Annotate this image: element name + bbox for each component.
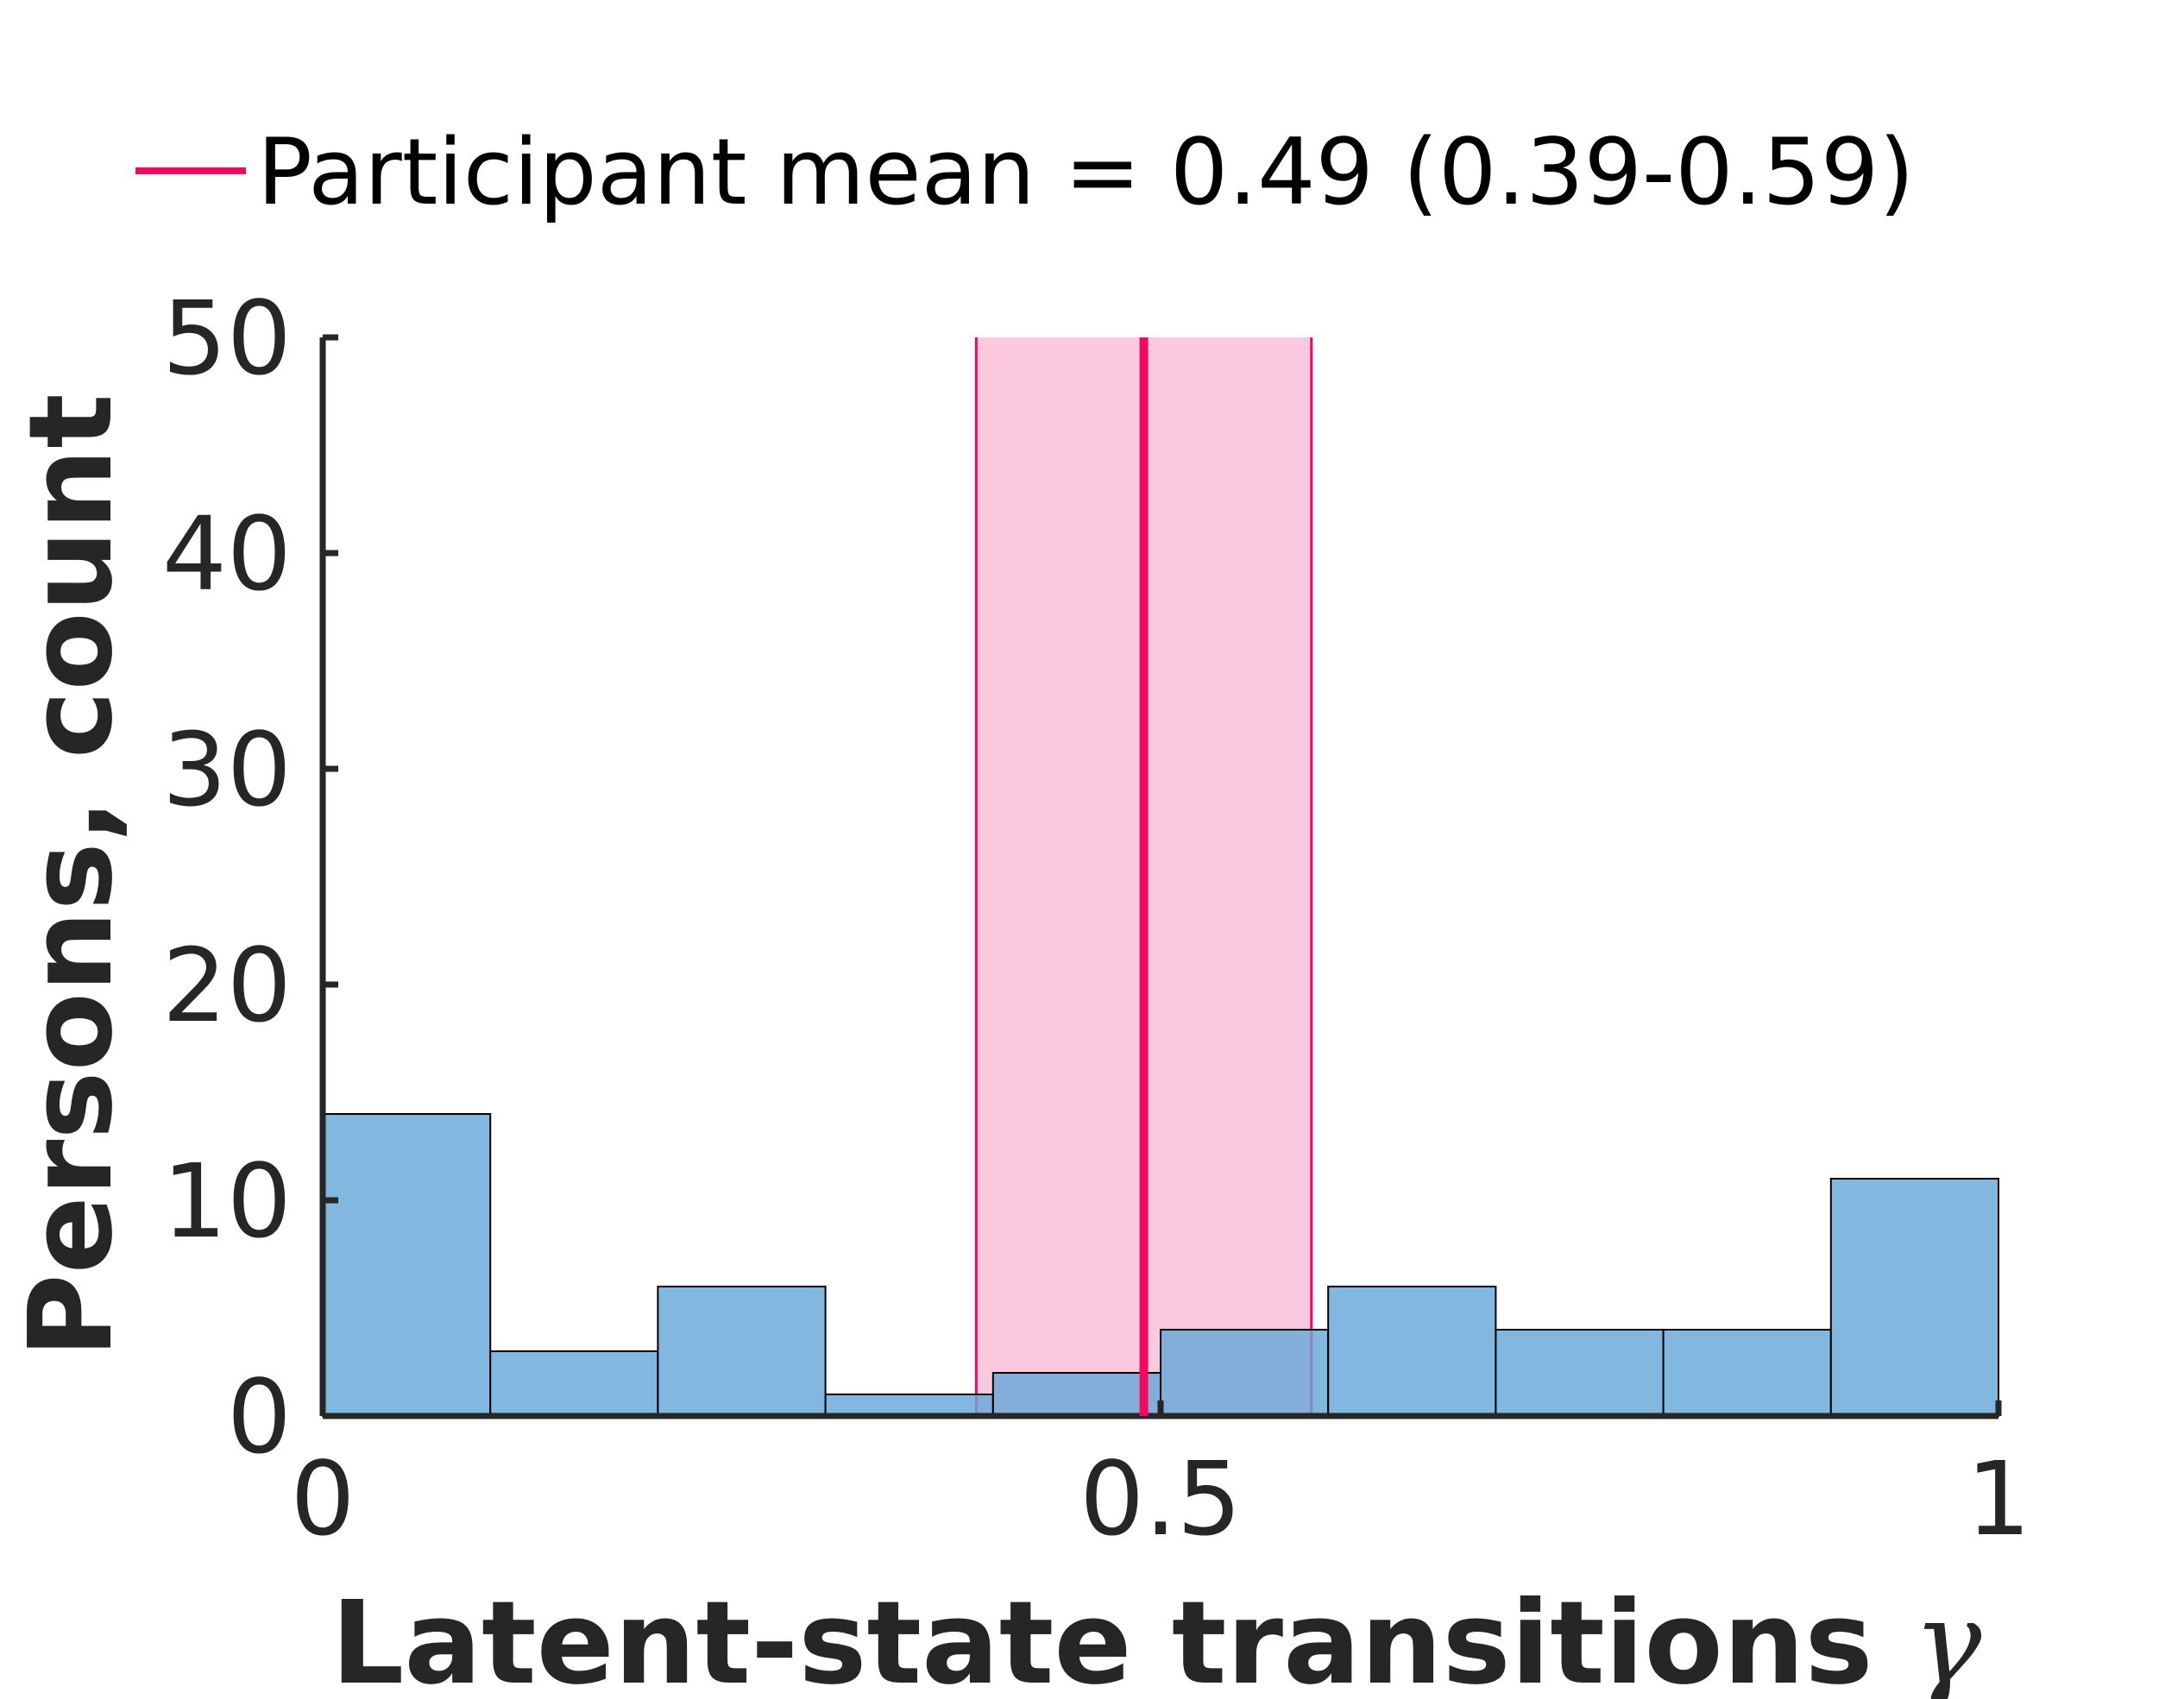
y-tick-label: 30 — [162, 710, 292, 829]
histogram-bar — [991, 1372, 1162, 1417]
y-axis-label: Persons, count — [5, 393, 138, 1358]
x-tick-label: 0 — [290, 1439, 355, 1558]
y-tick-label: 40 — [162, 494, 292, 614]
x-tick-label: 0.5 — [1079, 1439, 1242, 1558]
histogram-bar — [1327, 1286, 1497, 1417]
y-tick-label: 20 — [162, 926, 292, 1045]
x-tick-label: 1 — [1966, 1439, 2030, 1558]
histogram-bars — [322, 1113, 2000, 1417]
histogram-bar — [1662, 1329, 1832, 1417]
x-ticks: 0 0.5 1 — [290, 1400, 2031, 1558]
histogram-bar — [824, 1394, 994, 1417]
histogram-bar — [1495, 1329, 1665, 1417]
histogram-bar — [1160, 1329, 1330, 1417]
histogram-bar — [489, 1350, 659, 1417]
x-axis-label-text: Latent-state transitions — [331, 1577, 1873, 1699]
y-tick-label: 10 — [162, 1142, 292, 1261]
x-axis-label: Latent-state transitions γ — [331, 1577, 1982, 1699]
y-tick-label: 50 — [162, 279, 292, 398]
legend: Participant mean = 0.49 (0.39-0.59) — [135, 119, 1915, 225]
histogram-bar — [322, 1113, 492, 1417]
y-ticks: 0 10 20 30 40 50 — [162, 279, 338, 1476]
legend-mean-label: Participant mean = 0.49 (0.39-0.59) — [257, 119, 1915, 225]
histogram-bar — [1829, 1178, 2000, 1417]
x-axis-label-symbol: γ — [1913, 1577, 1982, 1699]
histogram-bar — [657, 1286, 827, 1417]
y-tick-label: 0 — [227, 1357, 292, 1476]
